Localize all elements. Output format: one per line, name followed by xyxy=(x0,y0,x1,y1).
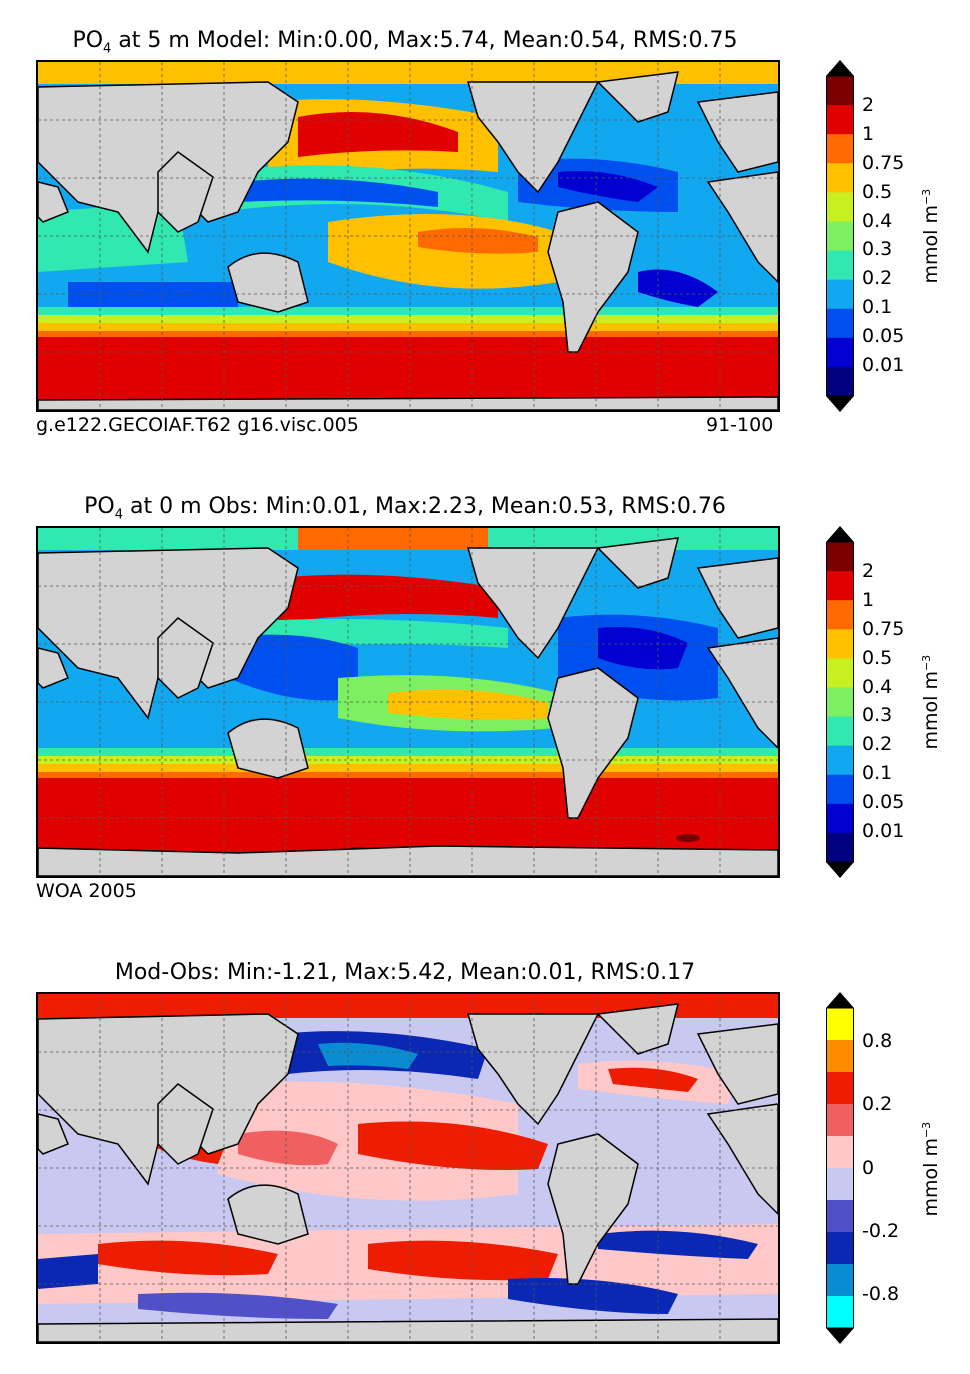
model-po4-map xyxy=(36,60,780,412)
panel1-tick: 0.3 xyxy=(862,238,893,260)
panel2-tick: 0.05 xyxy=(862,791,905,813)
panel2-footer-left: WOA 2005 xyxy=(36,880,137,902)
colorbar-extend-max xyxy=(826,992,854,1008)
colorbar-segment xyxy=(826,250,854,281)
colorbar-segment xyxy=(826,308,854,339)
colorbar-segment xyxy=(826,1136,854,1169)
panel2-tick: 0.75 xyxy=(862,618,905,640)
colorbar-segment xyxy=(826,105,854,135)
panel1-tick: 2 xyxy=(862,94,875,116)
panel1-tick: 0.01 xyxy=(862,354,905,376)
panel2-tick: 0.01 xyxy=(862,820,905,842)
colorbar-extend-min xyxy=(826,396,854,412)
colorbar-segment xyxy=(826,774,854,805)
colorbar-segment xyxy=(826,571,854,601)
colorbar-extend-max xyxy=(826,526,854,542)
colorbar-segment xyxy=(826,832,854,863)
colorbar-extend-min xyxy=(826,1328,854,1344)
panel3-title: Mod-Obs: Min:-1.21, Max:5.42, Mean:0.01,… xyxy=(114,960,696,985)
obs-po4-map xyxy=(36,526,780,878)
colorbar-segment xyxy=(826,221,854,252)
panel2-tick: 2 xyxy=(862,560,875,582)
colorbar-segment xyxy=(826,1008,854,1041)
colorbar-segment xyxy=(826,629,854,659)
panel3-tick: 0.8 xyxy=(862,1030,893,1052)
panel3-tick: -0.8 xyxy=(862,1283,900,1305)
panel1-unit-label: mmol m−3 xyxy=(919,188,943,284)
panel2-tick: 0.3 xyxy=(862,704,893,726)
panel1-tick: 0.1 xyxy=(862,296,893,318)
colorbar-frame xyxy=(826,75,854,397)
panel2-tick: 0.2 xyxy=(862,733,893,755)
colorbar-segment xyxy=(826,76,854,106)
panel1-tick: 0.2 xyxy=(862,267,893,289)
colorbar-segment xyxy=(826,1072,854,1105)
panel2-tick: 0.4 xyxy=(862,676,893,698)
panel1-tick: 1 xyxy=(862,123,875,145)
panel2-tick: 1 xyxy=(862,589,875,611)
panel3-colorbar xyxy=(826,992,854,1344)
colorbar-extend-min xyxy=(826,862,854,878)
colorbar-segment xyxy=(826,1296,854,1329)
colorbar-segment xyxy=(826,716,854,747)
panel3-tick: 0.2 xyxy=(862,1093,893,1115)
colorbar-segment xyxy=(826,803,854,834)
colorbar-segment xyxy=(826,366,854,397)
colorbar-segment xyxy=(826,1264,854,1297)
panel1-footer-right: 91-100 xyxy=(706,414,774,436)
colorbar-segment xyxy=(826,687,854,718)
colorbar-segment xyxy=(826,1168,854,1201)
colorbar-frame xyxy=(826,541,854,863)
panel1-tick: 0.75 xyxy=(862,152,905,174)
colorbar-segment xyxy=(826,658,854,688)
panel1-title: PO4 at 5 m Model: Min:0.00, Max:5.74, Me… xyxy=(72,28,738,57)
panel3-unit-label: mmol m−3 xyxy=(919,1121,943,1217)
panel2-colorbar xyxy=(826,526,854,878)
colorbar-segment xyxy=(826,1040,854,1073)
colorbar-segment xyxy=(826,600,854,630)
panel1-tick: 0.05 xyxy=(862,325,905,347)
colorbar-segment xyxy=(826,163,854,193)
colorbar-extend-max xyxy=(826,60,854,76)
colorbar-segment xyxy=(826,745,854,776)
colorbar-segment xyxy=(826,1232,854,1265)
panel1-tick: 0.5 xyxy=(862,181,893,203)
panel2-unit-label: mmol m−3 xyxy=(919,654,943,750)
panel3-tick: 0 xyxy=(862,1157,875,1179)
colorbar-segment xyxy=(826,1104,854,1137)
panel1-tick: 0.4 xyxy=(862,210,893,232)
panel2-tick: 0.5 xyxy=(862,647,893,669)
panel1-footer-left: g.e122.GECOIAF.T62 g16.visc.005 xyxy=(36,414,359,436)
colorbar-segment xyxy=(826,279,854,310)
panel2-title: PO4 at 0 m Obs: Min:0.01, Max:2.23, Mean… xyxy=(84,494,726,523)
colorbar-segment xyxy=(826,337,854,368)
colorbar-segment xyxy=(826,134,854,164)
colorbar-frame xyxy=(826,1007,854,1329)
difference-map xyxy=(36,992,780,1344)
panel2-tick: 0.1 xyxy=(862,762,893,784)
panel1-colorbar xyxy=(826,60,854,412)
colorbar-segment xyxy=(826,542,854,572)
colorbar-segment xyxy=(826,192,854,222)
panel3-tick: -0.2 xyxy=(862,1220,900,1242)
colorbar-segment xyxy=(826,1200,854,1233)
